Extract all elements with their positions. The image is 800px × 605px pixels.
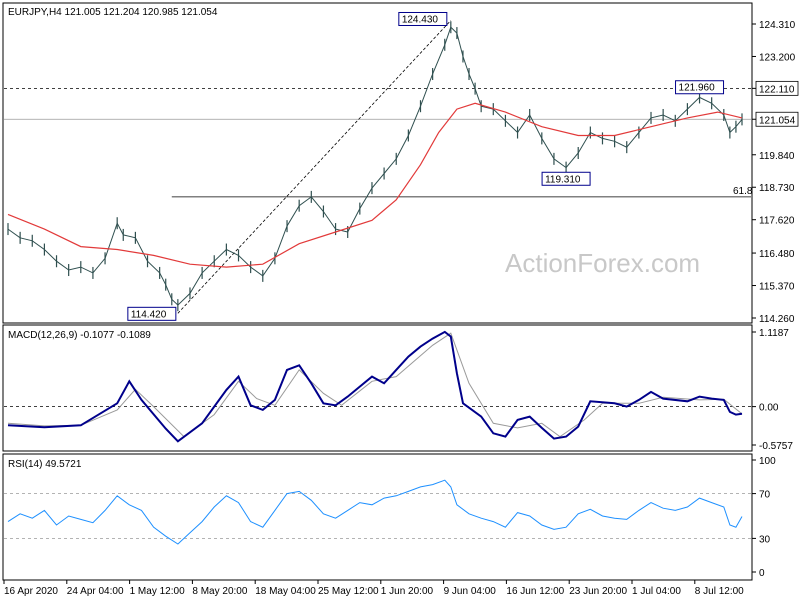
moving-average-line [7,102,743,268]
trendline [177,20,452,314]
price-y-tick-box [755,111,799,127]
x-tick-label: 16 Jun 12:00 [506,586,564,597]
price-annotation-label: 114.420 [131,309,167,320]
rsi-y-tick-label: 70 [759,490,771,501]
x-tick-label: 1 May 12:00 [130,586,185,597]
rsi-panel-frame [2,453,753,581]
axis-layer: 124.310 123.200 122.110 121.054 119.840 118.7… [3,20,799,597]
rsi-layer [4,479,751,545]
price-y-tick-label: 115.370 [759,282,795,293]
x-tick-label: 24 Apr 04:00 [67,586,124,597]
macd-panel-title: MACD(12,26,9) -0.1077 -0.1089 [8,330,151,341]
x-tick-label: 23 Jun 20:00 [569,586,627,597]
macd-y-tick-label: -0.5757 [759,441,793,452]
price-annotation-box [541,171,591,186]
price-y-tick-label: 117.620 [759,216,795,227]
rsi-y-tick-label: 100 [759,456,776,467]
watermark: ActionForex.com [505,248,700,278]
price-panel-frame [2,2,753,324]
macd-layer [4,330,751,443]
price-annotation-label: 119.310 [545,174,581,185]
price-y-tick-label: 114.260 [759,314,795,325]
macd-panel-frame [2,324,753,452]
price-panel-title: EURJPY,H4 121.005 121.204 120.985 121.05… [8,7,218,18]
rsi-y-tick-label: 0 [759,568,765,579]
x-tick-label: 8 May 20:00 [192,586,247,597]
price-y-tick-label: 123.200 [759,52,796,63]
macd-line [7,330,743,443]
x-tick-label: 8 Jul 12:00 [695,586,744,597]
price-y-tick-label: 118.730 [759,183,795,194]
price-y-tick-label: 119.840 [759,151,795,162]
price-annotation-box [398,11,448,26]
price-annotation-label: 124.430 [402,14,439,25]
x-tick-label: 1 Jul 04:00 [632,586,681,597]
x-tick-label: 16 Apr 2020 [4,586,58,597]
price-y-tick-label: 122.110 [759,84,795,95]
macd-y-tick-label: 1.1187 [759,328,789,339]
x-tick-label: 1 Jun 20:00 [381,586,434,597]
price-annotation-box [675,80,725,95]
x-tick-label: 18 May 04:00 [255,586,316,597]
fib-label: 61.8 [733,186,753,197]
price-layer: 124.430 114.420 119.310 121.960 61.8 [4,11,753,321]
rsi-line [7,479,743,545]
price-series-line [7,26,743,306]
price-y-tick-label: 124.310 [759,20,796,31]
price-y-tick-label: 121.054 [759,115,796,126]
price-y-tick-box [755,80,799,96]
x-tick-label: 9 Jun 04:00 [444,586,497,597]
price-annotation-label: 121.960 [679,83,716,94]
price-annotation-box [127,306,177,321]
macd-y-tick-label: 0.00 [759,403,779,414]
x-tick-label: 25 May 12:00 [318,586,379,597]
rsi-y-tick-label: 30 [759,534,771,545]
rsi-panel-title: RSI(14) 49.5721 [8,459,82,470]
price-y-tick-label: 116.480 [759,249,795,260]
